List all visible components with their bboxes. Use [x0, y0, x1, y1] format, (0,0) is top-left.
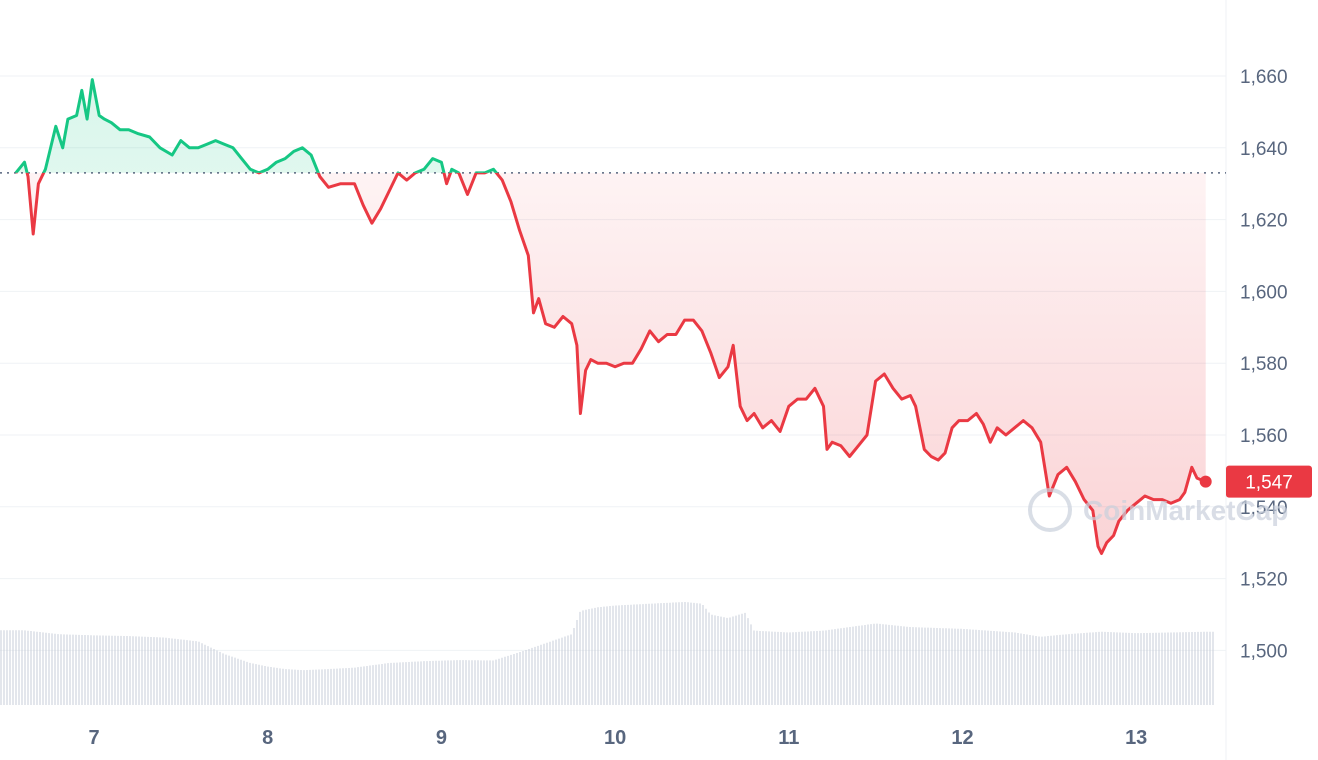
x-axis: 7 8 9 10 11 12 13 — [88, 727, 1147, 749]
watermark-text: CoinMarketCap — [1083, 495, 1288, 526]
y-tick-label: 1,620 — [1240, 211, 1288, 232]
y-tick-label: 1,600 — [1240, 282, 1288, 303]
x-tick-label: 11 — [778, 727, 799, 749]
y-tick-label: 1,560 — [1240, 426, 1288, 447]
area-above-baseline — [15, 79, 1206, 173]
volume-bars — [0, 601, 1214, 705]
watermark: CoinMarketCap — [1028, 488, 1288, 532]
price-line-down — [15, 172, 1207, 555]
coinmarketcap-logo-icon — [1028, 488, 1072, 532]
area-below-baseline — [27, 172, 1206, 554]
y-tick-label: 1,500 — [1240, 641, 1288, 662]
y-tick-label: 1,580 — [1240, 354, 1288, 375]
y-tick-label: 1,660 — [1240, 67, 1288, 88]
y-axis: 1,500 1,520 1,540 1,560 1,580 1,600 1,620 1,640… — [1240, 67, 1288, 662]
last-price-label: 1,547 — [1245, 473, 1293, 494]
price-line — [14, 78, 1207, 555]
area-fill — [15, 79, 1206, 554]
last-price-dot — [1199, 475, 1212, 488]
x-tick-label: 12 — [951, 727, 973, 749]
x-tick-label: 7 — [88, 727, 99, 749]
y-tick-label: 1,540 — [1240, 498, 1288, 519]
y-tick-label: 1,520 — [1240, 570, 1288, 591]
price-line-up — [14, 78, 499, 173]
x-tick-label: 10 — [604, 727, 626, 749]
last-price-badge — [1226, 465, 1312, 498]
x-tick-label: 9 — [436, 727, 447, 749]
y-tick-label: 1,640 — [1240, 139, 1288, 160]
x-tick-label: 8 — [262, 727, 273, 749]
x-tick-label: 13 — [1125, 727, 1147, 749]
last-price-tag: 1,547 — [1226, 465, 1312, 498]
